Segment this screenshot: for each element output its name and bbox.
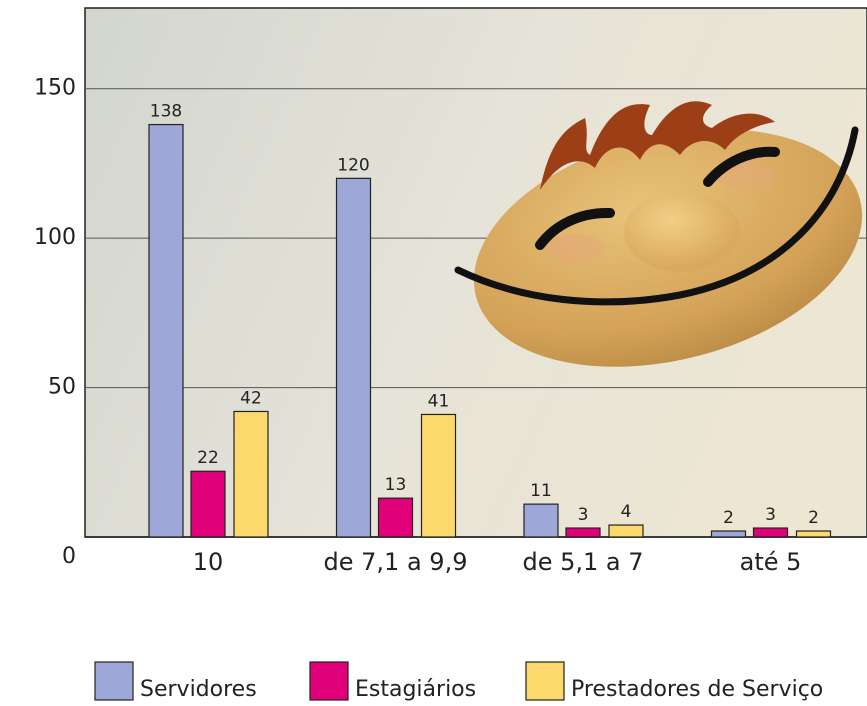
x-tick-label: 10 [193,548,224,576]
value-label: 3 [765,505,776,525]
legend-label: Servidores [140,677,257,702]
bar [752,527,789,538]
value-label: 11 [530,481,552,501]
y-tick-label: 150 [34,76,76,101]
y-tick-label: 50 [48,375,76,400]
legend-swatch [309,661,349,701]
bar [148,123,184,538]
bar [523,503,559,538]
illustration [454,101,863,367]
legend-label: Prestadores de Serviço [571,677,823,702]
bar [565,527,601,538]
value-label: 2 [808,508,819,528]
legend-label: Estagiários [355,677,476,702]
value-label: 22 [197,448,219,468]
x-tick-label: de 7,1 a 9,9 [324,548,468,576]
y-tick-label: 0 [62,544,76,569]
value-label: 42 [240,388,262,408]
y-tick-label: 100 [34,225,76,250]
bar [377,497,414,538]
bar [335,177,372,538]
value-label: 138 [150,102,182,122]
bar [190,470,226,538]
bar [795,530,832,538]
bar [420,413,457,538]
value-label: 3 [578,505,589,525]
value-label: 4 [621,502,632,522]
x-tick-label: até 5 [740,548,802,576]
legend-swatch [94,661,134,701]
value-label: 41 [428,391,450,411]
value-label: 120 [337,155,369,175]
x-tick-label: de 5,1 a 7 [522,548,643,576]
bar [233,410,269,538]
legend-swatch [525,661,565,701]
value-label: 13 [385,475,407,495]
value-label: 2 [723,508,734,528]
bar [608,524,644,538]
bar [710,530,747,538]
bars [148,123,832,538]
